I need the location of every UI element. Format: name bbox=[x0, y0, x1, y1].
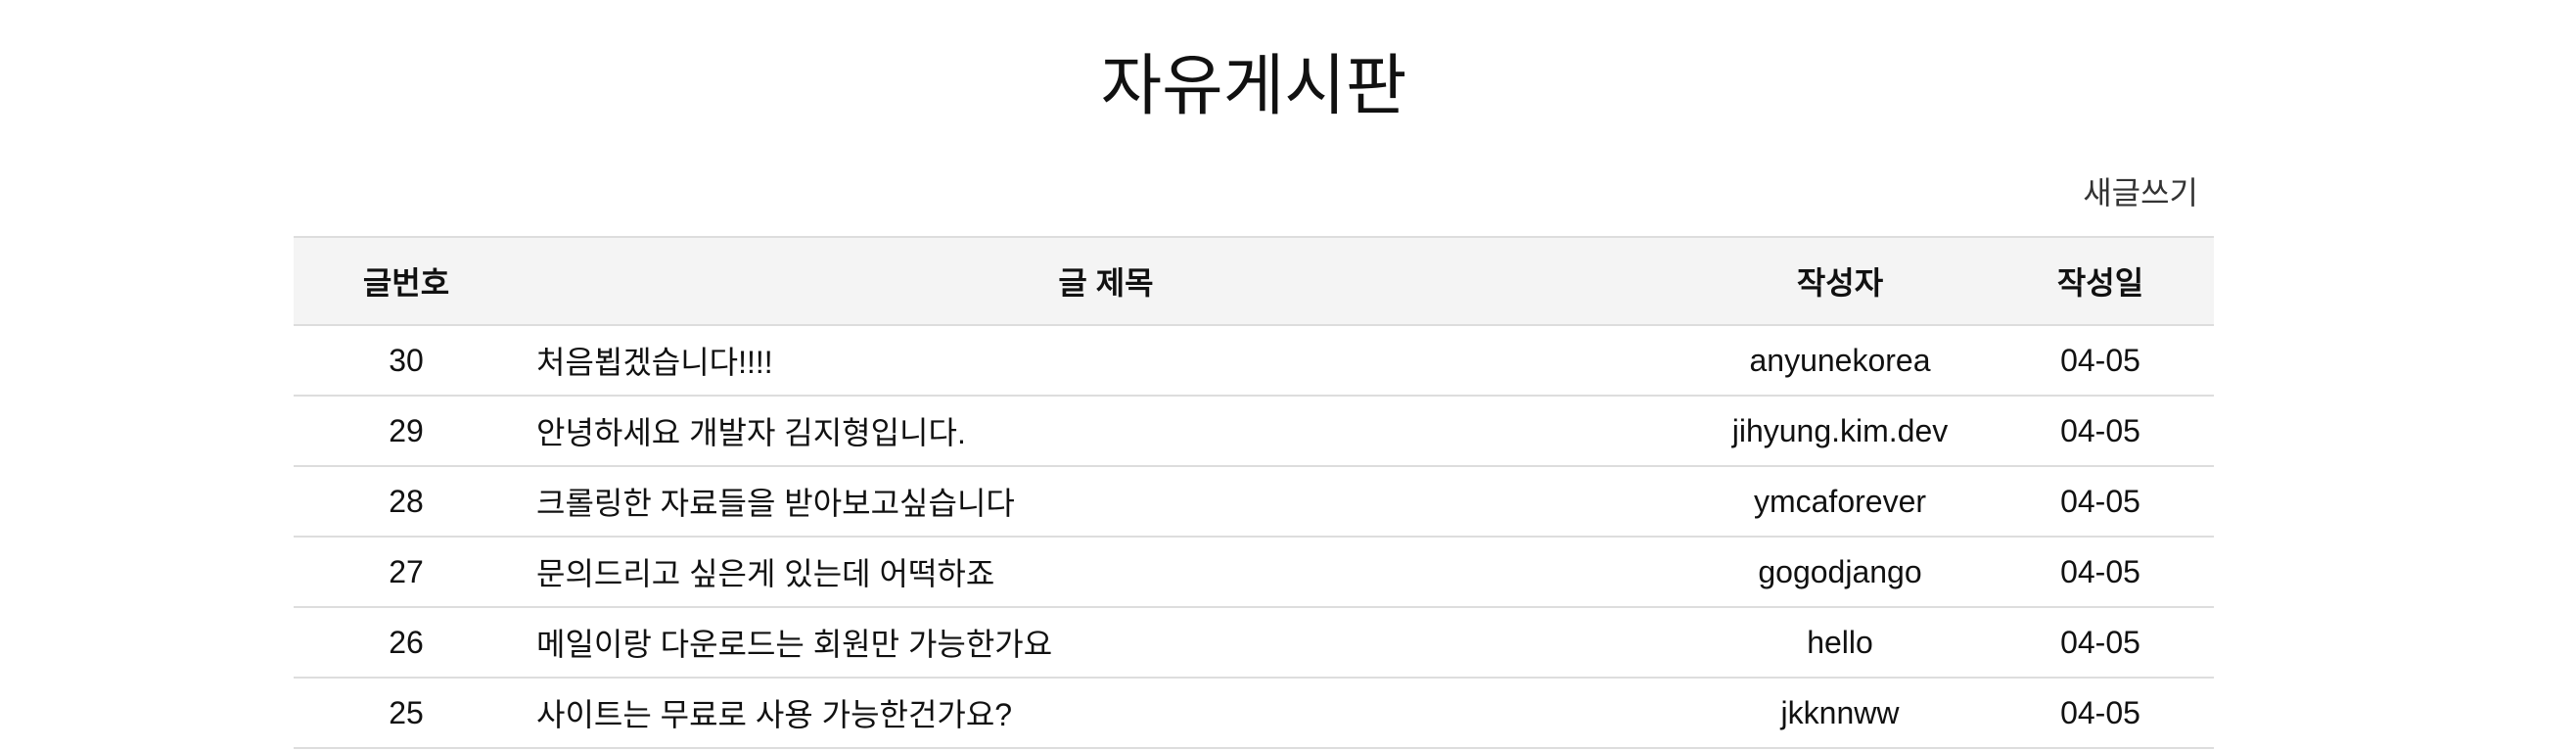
post-number: 25 bbox=[294, 678, 519, 749]
post-number: 27 bbox=[294, 537, 519, 608]
post-author: ymcaforever bbox=[1693, 466, 1987, 538]
table-row[interactable]: 27 문의드리고 싶은게 있는데 어떡하죠 gogodjango 04-05 bbox=[294, 537, 2214, 608]
header-row: 글번호 글 제목 작성자 작성일 bbox=[294, 236, 2214, 326]
post-title-cell: 안녕하세요 개발자 김지형입니다. bbox=[519, 396, 1693, 467]
table-header: 글번호 글 제목 작성자 작성일 bbox=[294, 236, 2214, 326]
table-row[interactable]: 28 크롤링한 자료들을 받아보고싶습니다 ymcaforever 04-05 bbox=[294, 466, 2214, 538]
post-title-cell: 처음뵙겠습니다!!!! bbox=[519, 325, 1693, 397]
header-author: 작성자 bbox=[1693, 236, 1987, 326]
table-row[interactable]: 25 사이트는 무료로 사용 가능한건가요? jkknnww 04-05 bbox=[294, 678, 2214, 749]
board-container: 자유게시판 새글쓰기 글번호 글 제목 작성자 작성일 30 처음뵙겠습니다!!… bbox=[294, 0, 2214, 749]
post-title-link[interactable]: 안녕하세요 개발자 김지형입니다. bbox=[536, 415, 966, 450]
post-author: jihyung.kim.dev bbox=[1693, 396, 1987, 467]
table-row[interactable]: 30 처음뵙겠습니다!!!! anyunekorea 04-05 bbox=[294, 325, 2214, 397]
post-author: hello bbox=[1693, 607, 1987, 679]
post-table: 글번호 글 제목 작성자 작성일 30 처음뵙겠습니다!!!! anyuneko… bbox=[294, 236, 2214, 749]
post-date: 04-05 bbox=[1987, 537, 2214, 608]
post-date: 04-05 bbox=[1987, 325, 2214, 397]
table-row[interactable]: 26 메일이랑 다운로드는 회원만 가능한가요 hello 04-05 bbox=[294, 607, 2214, 679]
page-title: 자유게시판 bbox=[1100, 49, 1407, 123]
post-number: 29 bbox=[294, 396, 519, 467]
post-date: 04-05 bbox=[1987, 607, 2214, 679]
post-number: 28 bbox=[294, 466, 519, 538]
post-title-cell: 크롤링한 자료들을 받아보고싶습니다 bbox=[519, 466, 1693, 538]
table-body: 30 처음뵙겠습니다!!!! anyunekorea 04-05 29 안녕하세… bbox=[294, 325, 2214, 749]
new-post-link[interactable]: 새글쓰기 bbox=[2083, 175, 2198, 211]
post-number: 30 bbox=[294, 325, 519, 397]
post-title-link[interactable]: 문의드리고 싶은게 있는데 어떡하죠 bbox=[536, 556, 995, 591]
post-number: 26 bbox=[294, 607, 519, 679]
post-author: gogodjango bbox=[1693, 537, 1987, 608]
header-date: 작성일 bbox=[1987, 236, 2214, 326]
post-date: 04-05 bbox=[1987, 678, 2214, 749]
post-author: jkknnww bbox=[1693, 678, 1987, 749]
post-date: 04-05 bbox=[1987, 396, 2214, 467]
post-title-cell: 사이트는 무료로 사용 가능한건가요? bbox=[519, 678, 1693, 749]
post-author: anyunekorea bbox=[1693, 325, 1987, 397]
header-number: 글번호 bbox=[294, 236, 519, 326]
post-title-link[interactable]: 메일이랑 다운로드는 회원만 가능한가요 bbox=[536, 627, 1053, 662]
post-title-link[interactable]: 사이트는 무료로 사용 가능한건가요? bbox=[536, 697, 1013, 732]
post-title-link[interactable]: 크롤링한 자료들을 받아보고싶습니다 bbox=[536, 486, 1015, 521]
table-row[interactable]: 29 안녕하세요 개발자 김지형입니다. jihyung.kim.dev 04-… bbox=[294, 396, 2214, 467]
post-title-cell: 메일이랑 다운로드는 회원만 가능한가요 bbox=[519, 607, 1693, 679]
post-date: 04-05 bbox=[1987, 466, 2214, 538]
header-title: 글 제목 bbox=[519, 236, 1693, 326]
post-title-link[interactable]: 처음뵙겠습니다!!!! bbox=[536, 345, 773, 380]
post-title-cell: 문의드리고 싶은게 있는데 어떡하죠 bbox=[519, 537, 1693, 608]
